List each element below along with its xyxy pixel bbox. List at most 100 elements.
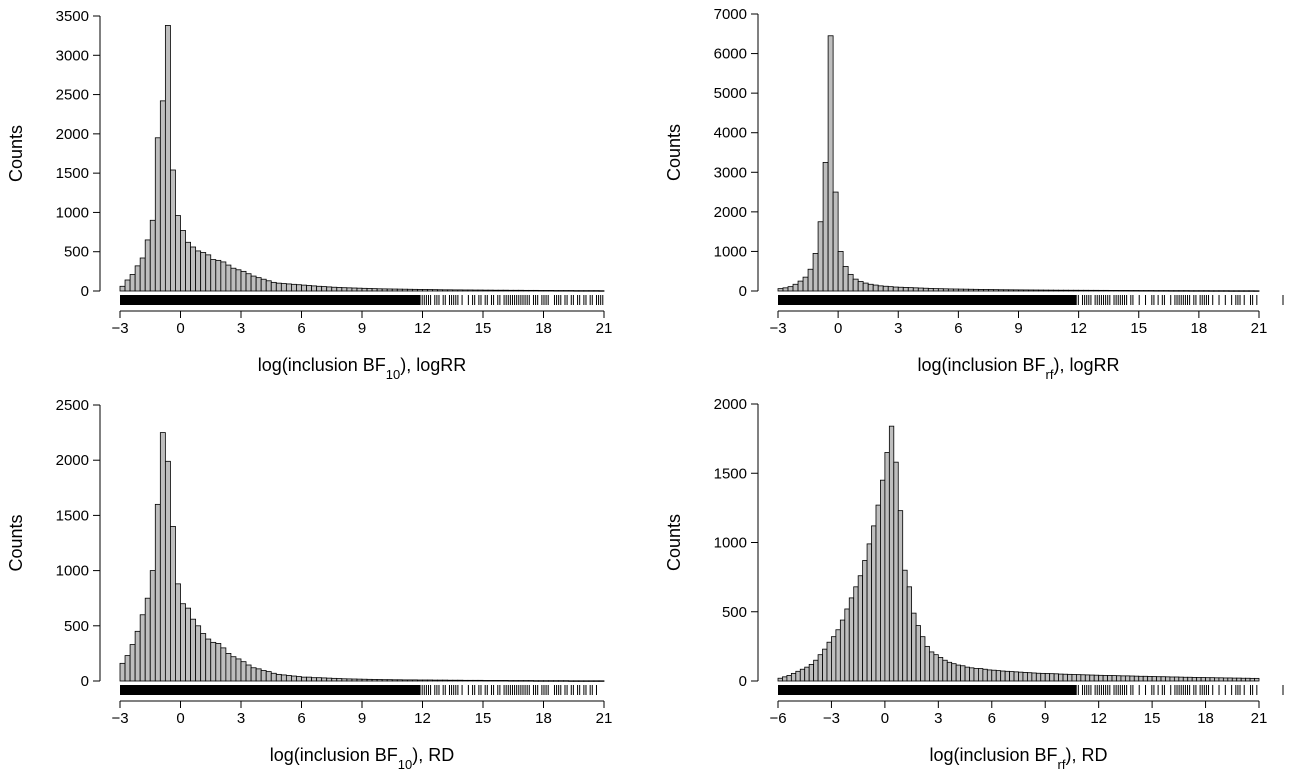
histogram-bar — [1035, 672, 1042, 682]
histogram-bar — [200, 633, 207, 682]
histogram-bar — [250, 667, 257, 682]
histogram-bar — [406, 679, 413, 682]
histogram-bar — [563, 680, 570, 682]
histogram-bar — [1044, 673, 1051, 682]
histogram-bar — [144, 239, 151, 292]
histogram-bar — [119, 662, 126, 682]
histogram-bar — [180, 603, 186, 682]
x-tick-label: 3 — [237, 320, 245, 337]
histogram-bar — [1073, 289, 1080, 292]
histogram-bar — [1128, 290, 1135, 292]
y-tick-label: 2500 — [56, 87, 89, 104]
histogram-bar — [154, 137, 161, 292]
histogram-bar — [144, 597, 151, 682]
histogram-bar — [998, 289, 1004, 292]
x-tick-label: 0 — [881, 710, 889, 727]
histogram-bar — [1113, 290, 1120, 292]
x-tick-label: 6 — [988, 710, 996, 727]
histogram-bar — [1153, 290, 1160, 292]
histogram-bar — [955, 664, 962, 682]
histogram-bar — [907, 287, 914, 292]
histogram-bar — [1173, 676, 1180, 682]
histogram-bar — [417, 289, 423, 292]
histogram-bar — [487, 680, 494, 682]
histogram-bar — [857, 281, 864, 292]
histogram-bar — [457, 679, 464, 682]
x-tick-label: 9 — [358, 710, 366, 727]
histogram-bar — [1198, 290, 1205, 292]
histogram-bar — [245, 273, 252, 292]
histogram-bar — [467, 289, 474, 292]
histogram-bar — [215, 643, 222, 682]
histogram-bar — [255, 277, 262, 292]
histogram-bar — [598, 290, 605, 292]
histogram-bar — [983, 289, 989, 292]
histogram-bar — [472, 679, 479, 682]
histogram-bar — [1227, 677, 1233, 682]
histogram-bar — [1173, 290, 1180, 292]
histogram-bar — [356, 287, 363, 292]
histogram-bar — [993, 289, 999, 292]
histogram-bar — [799, 668, 806, 682]
histogram-bar — [275, 282, 282, 292]
histogram-bar — [1093, 289, 1100, 292]
histogram-bar — [285, 675, 292, 682]
histogram-bar — [175, 583, 181, 682]
histogram-bar — [1107, 675, 1113, 682]
histogram-bar — [847, 273, 854, 292]
histogram-bar — [341, 678, 348, 682]
x-tick-label: 6 — [297, 320, 305, 337]
histogram-bar — [1129, 675, 1135, 682]
histogram-bar — [321, 677, 328, 682]
histogram-bar — [210, 259, 217, 292]
histogram-bar — [462, 679, 469, 682]
histogram-bar — [777, 288, 784, 292]
histogram-bar — [275, 673, 282, 682]
histogram-bar — [220, 261, 227, 292]
y-tick-label: 2000 — [714, 204, 747, 221]
histogram-bar — [1043, 289, 1049, 292]
y-tick-label: 1500 — [714, 465, 747, 482]
x-axis-title: log(inclusion BF10), logRR — [258, 355, 467, 382]
x-tick-label: 18 — [535, 320, 552, 337]
rug-band — [120, 685, 421, 695]
histogram-bar — [1209, 677, 1215, 682]
histogram-bar — [346, 678, 353, 682]
histogram-bar — [164, 460, 171, 682]
histogram-bar — [482, 680, 489, 682]
histogram-bar — [967, 288, 974, 292]
histogram-bar — [1053, 289, 1059, 292]
histogram-bar — [311, 677, 318, 682]
x-tick-label: 21 — [596, 710, 613, 727]
histogram-bar — [937, 657, 944, 682]
histogram-bar — [391, 288, 398, 292]
histogram-bar — [1038, 289, 1044, 292]
y-axis-title: Counts — [664, 514, 684, 571]
histogram-bar — [311, 285, 318, 292]
histogram-bar — [139, 614, 146, 682]
x-tick-label: 18 — [535, 710, 552, 727]
histogram-bar — [412, 679, 418, 682]
histogram-bar — [154, 503, 161, 682]
histogram-bar — [225, 653, 232, 682]
histogram-bar — [1022, 672, 1028, 682]
x-tick-label: 15 — [1144, 710, 1161, 727]
y-tick-label: 2000 — [56, 452, 89, 469]
histogram-bar — [1013, 289, 1019, 292]
histogram-bar — [1240, 677, 1247, 682]
histogram-bar — [1187, 676, 1193, 682]
histogram-bar — [1169, 676, 1175, 682]
histogram-bar — [1148, 290, 1155, 292]
histogram-bar — [497, 680, 504, 682]
histogram-bar — [839, 619, 846, 682]
histogram-bar — [205, 638, 212, 682]
histogram-bar — [1223, 290, 1230, 292]
x-tick-label: 3 — [934, 710, 942, 727]
histogram-bar — [331, 677, 338, 682]
histogram-bar — [867, 283, 874, 292]
histogram-bar — [573, 290, 580, 292]
histogram-bar — [1254, 677, 1260, 682]
histogram-bar — [1168, 290, 1175, 292]
y-tick-label: 500 — [722, 604, 747, 621]
histogram-bar — [1160, 676, 1166, 682]
